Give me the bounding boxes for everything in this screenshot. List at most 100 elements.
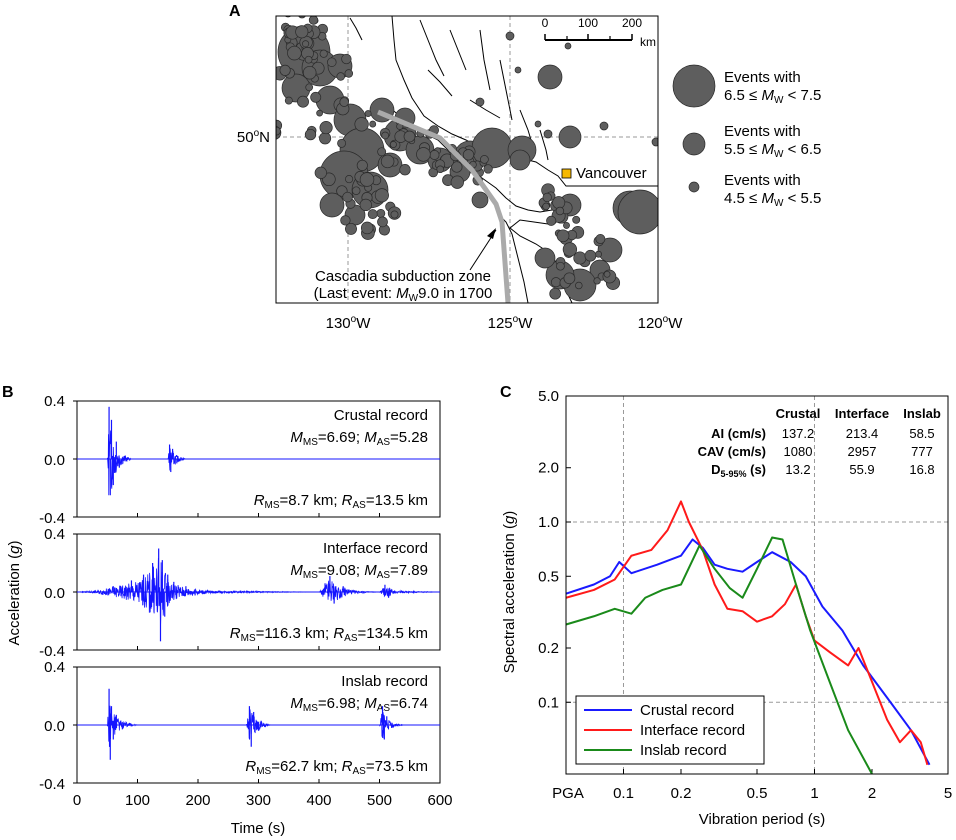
- event-circle: [595, 250, 602, 258]
- panel-b-xtick-label: 400: [306, 792, 331, 809]
- table-cell-cav-inslab: 777: [911, 444, 933, 459]
- event-circle: [563, 221, 570, 229]
- event-circle: [651, 137, 658, 147]
- panel-b-xtick-label: 500: [367, 792, 392, 809]
- panel-b-label: B: [2, 384, 14, 401]
- event-circle: [298, 16, 306, 19]
- spectra-xtick-label: 0.2: [671, 785, 692, 802]
- lon-label-120w: 120oW: [638, 314, 684, 332]
- table-cell-cav-interface: 2957: [848, 444, 877, 459]
- panel-c-label: C: [500, 384, 512, 401]
- inslab-record-distances: RMS=62.7 km; RAS=73.5 km: [245, 758, 428, 777]
- event-circle: [341, 53, 352, 65]
- table-cell-d595-inslab: 16.8: [909, 462, 934, 477]
- panel-b-ylabel: Acceleration (g): [6, 540, 23, 645]
- legend-label-inslab: Inslab record: [640, 742, 727, 759]
- event-circle: [359, 172, 375, 187]
- inslab-record-title: Inslab record: [341, 673, 428, 690]
- event-circle: [389, 141, 397, 148]
- event-circle: [351, 186, 361, 195]
- event-circle: [436, 165, 444, 174]
- event-circle: [451, 161, 463, 173]
- event-circle: [319, 121, 333, 135]
- interface-panel: 0.4 0.0 -0.4 Interface record MMS=9.08; …: [39, 526, 441, 660]
- spectra-ytick-label: 0.1: [538, 694, 559, 711]
- event-circle: [360, 221, 374, 235]
- event-circle: [555, 206, 565, 216]
- event-circle: [279, 64, 291, 76]
- scale-tick-200: 200: [622, 16, 642, 30]
- event-circle: [308, 16, 319, 25]
- event-circle: [450, 175, 464, 189]
- legend-1-line2: 6.5 ≤ MW < 7.5: [724, 87, 821, 106]
- event-circle: [376, 208, 386, 218]
- table-header-interface: Interface: [835, 406, 889, 421]
- event-circle: [597, 237, 623, 263]
- spectra-frame: [565, 395, 949, 775]
- fjords: [349, 17, 549, 161]
- map-area: 0 100 200 km Vancouver Cascadia subducti…: [276, 16, 658, 303]
- inslab-ytick-top: 0.4: [44, 659, 65, 676]
- table-header-crustal: Crustal: [776, 406, 821, 421]
- legend-circle-small: [688, 181, 700, 193]
- event-circle: [319, 49, 328, 58]
- interface-record-distances: RMS=116.3 km; RAS=134.5 km: [230, 625, 428, 644]
- panel-c: C Spectral acceleration (g) 5.0 2.0 1.0 0.5…: [500, 384, 952, 828]
- event-circle: [337, 138, 347, 148]
- event-circle: [542, 192, 552, 203]
- coastline-3: [497, 213, 529, 303]
- event-circle: [327, 57, 337, 67]
- event-circle: [537, 64, 563, 90]
- event-circle: [483, 164, 493, 174]
- scale-unit: km: [640, 35, 656, 49]
- panel-b-xtick-label: 0: [73, 792, 81, 809]
- lat-label-50n: 50oN: [237, 128, 270, 146]
- spectra-xtick-label: 5: [944, 785, 952, 802]
- event-circle: [599, 121, 609, 131]
- event-circle: [595, 234, 606, 244]
- event-circle: [471, 191, 489, 209]
- event-circle: [297, 95, 309, 108]
- event-circle: [564, 42, 572, 50]
- trace-inslab-record: [77, 698, 440, 747]
- event-circle: [429, 150, 440, 160]
- event-circle: [316, 109, 323, 117]
- map-frame: [275, 15, 659, 304]
- event-circle: [416, 147, 431, 162]
- spectra-lines: [565, 500, 931, 775]
- table-cell-d595-crustal: 13.2: [785, 462, 810, 477]
- legend-3-line1: Events with: [724, 172, 801, 189]
- inslab-ytick-bottom: -0.4: [39, 776, 65, 793]
- panel-b-xtick-label: 200: [185, 792, 210, 809]
- event-circle: [369, 120, 377, 128]
- event-circle: [305, 83, 314, 92]
- subduction-zone-line: [377, 109, 511, 303]
- panel-b-xlabel: Time (s): [231, 820, 285, 837]
- spectrum-interface-record: [565, 500, 929, 766]
- event-circle: [314, 166, 327, 179]
- table-cell-ai-crustal: 137.2: [782, 426, 815, 441]
- table-row-cav-name: CAV (cm/s): [698, 444, 766, 459]
- event-circle: [572, 215, 581, 224]
- inslab-ytick-zero: 0.0: [44, 718, 65, 735]
- event-circle: [284, 96, 293, 105]
- event-circle: [550, 277, 562, 288]
- panel-b-xtick-label: 300: [246, 792, 271, 809]
- event-circle: [287, 45, 302, 61]
- event-circle: [364, 110, 372, 118]
- event-circle: [390, 210, 399, 219]
- event-circle: [542, 202, 550, 211]
- lon-label-130w: 130oW: [326, 314, 372, 332]
- metrics-table: Crustal Interface Inslab AI (cm/s) 137.2…: [698, 406, 941, 479]
- event-circle: [342, 191, 353, 203]
- event-circle: [345, 175, 354, 184]
- interface-record-title: Interface record: [323, 540, 428, 557]
- event-circle: [302, 65, 317, 80]
- event-circle: [543, 129, 553, 139]
- spectra-ytick-label: 0.2: [538, 640, 559, 657]
- zone-label-line1: Cascadia subduction zone: [315, 268, 491, 285]
- map-legend: Events with 6.5 ≤ MW < 7.5 Events with 5…: [672, 64, 821, 209]
- event-circle: [304, 128, 317, 141]
- event-circle: [374, 188, 389, 203]
